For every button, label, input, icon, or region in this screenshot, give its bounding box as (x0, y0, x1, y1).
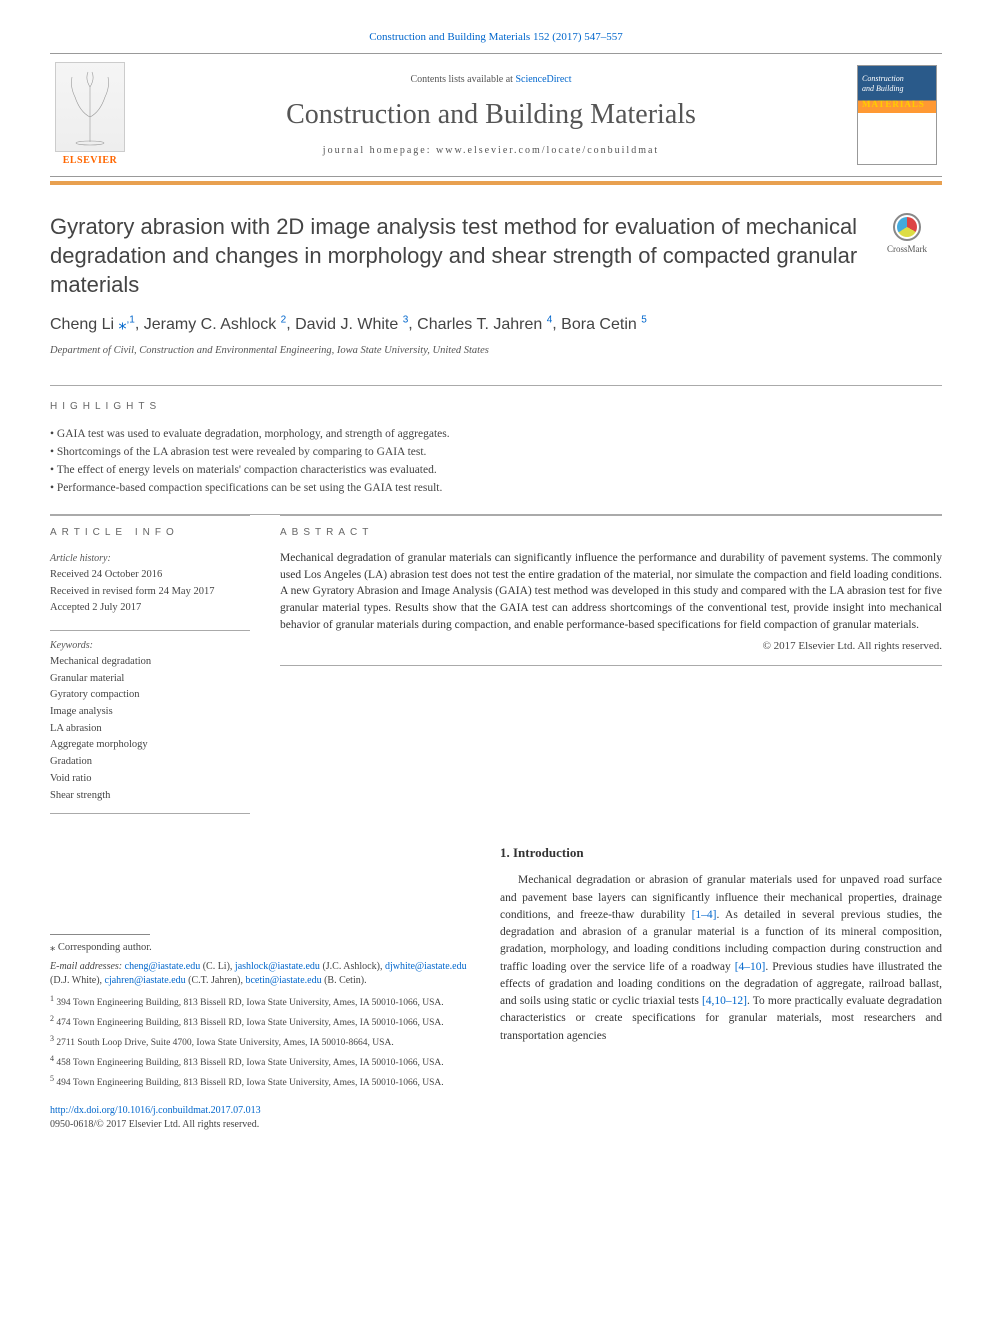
address-footnote: 1 394 Town Engineering Building, 813 Bis… (50, 994, 470, 1010)
keyword: Aggregate morphology (50, 738, 250, 753)
article-title: Gyratory abrasion with 2D image analysis… (50, 213, 860, 299)
contents-available: Contents lists available at ScienceDirec… (142, 73, 840, 87)
email-label: E-mail addresses: (50, 961, 125, 972)
abstract-column: ABSTRACT Mechanical degradation of granu… (280, 515, 942, 814)
email-who: (B. Cetin). (322, 975, 367, 986)
ref-link-2[interactable]: [4–10] (735, 961, 766, 973)
email-addresses: E-mail addresses: cheng@iastate.edu (C. … (50, 960, 470, 988)
email-who: (C.T. Jahren), (186, 975, 246, 986)
keywords-label: Keywords: (50, 639, 250, 653)
revised-date: Received in revised form 24 May 2017 (50, 585, 250, 600)
highlight-item: The effect of energy levels on materials… (50, 462, 942, 478)
email-link[interactable]: djwhite@iastate.edu (385, 961, 467, 972)
journal-name: Construction and Building Materials (142, 95, 840, 134)
author: Bora Cetin 5 (561, 316, 647, 333)
elsevier-logo-block: ELSEVIER (50, 62, 130, 168)
address-footnote: 2 474 Town Engineering Building, 813 Bis… (50, 1014, 470, 1030)
highlights-header: HIGHLIGHTS (50, 400, 942, 414)
history-label: Article history: (50, 552, 250, 566)
author: Charles T. Jahren 4 (417, 316, 552, 333)
journal-homepage: journal homepage: www.elsevier.com/locat… (142, 144, 840, 158)
abstract-text: Mechanical degradation of granular mater… (280, 550, 942, 633)
elsevier-tree-icon (55, 62, 125, 152)
cover-line1: Construction (862, 74, 904, 83)
intro-heading: 1. Introduction (500, 844, 942, 862)
ref-link-3[interactable]: [4,10–12] (702, 995, 747, 1007)
intro-paragraph: Mechanical degradation or abrasion of gr… (500, 872, 942, 1045)
journal-header: ELSEVIER Contents lists available at Sci… (50, 53, 942, 177)
email-link[interactable]: jashlock@iastate.edu (235, 961, 320, 972)
affiliation: Department of Civil, Construction and En… (50, 344, 942, 359)
address-footnote: 5 494 Town Engineering Building, 813 Bis… (50, 1074, 470, 1090)
highlight-item: GAIA test was used to evaluate degradati… (50, 426, 942, 442)
highlight-item: Performance-based compaction specificati… (50, 480, 942, 496)
crossmark-label: CrossMark (887, 243, 927, 256)
corresponding-author: ⁎ Corresponding author. (50, 941, 470, 956)
header-divider (50, 181, 942, 185)
keyword: Granular material (50, 672, 250, 687)
email-link[interactable]: cheng@iastate.edu (125, 961, 201, 972)
highlight-item: Shortcomings of the LA abrasion test wer… (50, 444, 942, 460)
author: David J. White 3 (295, 316, 408, 333)
email-link[interactable]: cjahren@iastate.edu (105, 975, 186, 986)
contents-prefix: Contents lists available at (410, 74, 515, 85)
highlights-list: GAIA test was used to evaluate degradati… (50, 426, 942, 496)
email-who: (C. Li), (200, 961, 235, 972)
crossmark-badge[interactable]: CrossMark (872, 213, 942, 256)
authors-line: Cheng Li ⁎,1, Jeramy C. Ashlock 2, David… (50, 313, 942, 336)
abstract-copyright: © 2017 Elsevier Ltd. All rights reserved… (280, 639, 942, 654)
author: Jeramy C. Ashlock 2 (144, 316, 287, 333)
keyword: Void ratio (50, 772, 250, 787)
sciencedirect-link[interactable]: ScienceDirect (515, 74, 571, 85)
keyword: Image analysis (50, 705, 250, 720)
footnotes-column: ⁎ Corresponding author. E-mail addresses… (50, 844, 470, 1132)
keyword: Gradation (50, 755, 250, 770)
email-who: (D.J. White), (50, 975, 105, 986)
issn-copyright: 0950-0618/© 2017 Elsevier Ltd. All right… (50, 1119, 259, 1130)
received-date: Received 24 October 2016 (50, 568, 250, 583)
accepted-date: Accepted 2 July 2017 (50, 601, 250, 616)
address-footnote: 4 458 Town Engineering Building, 813 Bis… (50, 1054, 470, 1070)
address-footnote: 3 2711 South Loop Drive, Suite 4700, Iow… (50, 1034, 470, 1050)
keyword: Mechanical degradation (50, 655, 250, 670)
author: Cheng Li ⁎,1 (50, 316, 135, 333)
keyword: Shear strength (50, 789, 250, 804)
ref-link-1[interactable]: [1–4] (692, 909, 717, 921)
citation-header: Construction and Building Materials 152 … (50, 30, 942, 45)
doi-link[interactable]: http://dx.doi.org/10.1016/j.conbuildmat.… (50, 1105, 261, 1116)
abstract-header: ABSTRACT (280, 526, 942, 540)
email-link[interactable]: bcetin@iastate.edu (245, 975, 321, 986)
keyword: LA abrasion (50, 722, 250, 737)
email-who: (J.C. Ashlock), (320, 961, 385, 972)
crossmark-icon (893, 213, 921, 241)
cover-line3: MATERIALS (862, 98, 925, 111)
journal-cover: Constructionand Building MATERIALS (852, 62, 942, 168)
introduction-column: 1. Introduction Mechanical degradation o… (500, 844, 942, 1132)
keyword: Gyratory compaction (50, 688, 250, 703)
article-info-header: ARTICLE INFO (50, 526, 250, 540)
cover-line2: and Building (862, 84, 904, 93)
article-info-column: ARTICLE INFO Article history: Received 2… (50, 515, 250, 814)
elsevier-label: ELSEVIER (63, 154, 118, 168)
